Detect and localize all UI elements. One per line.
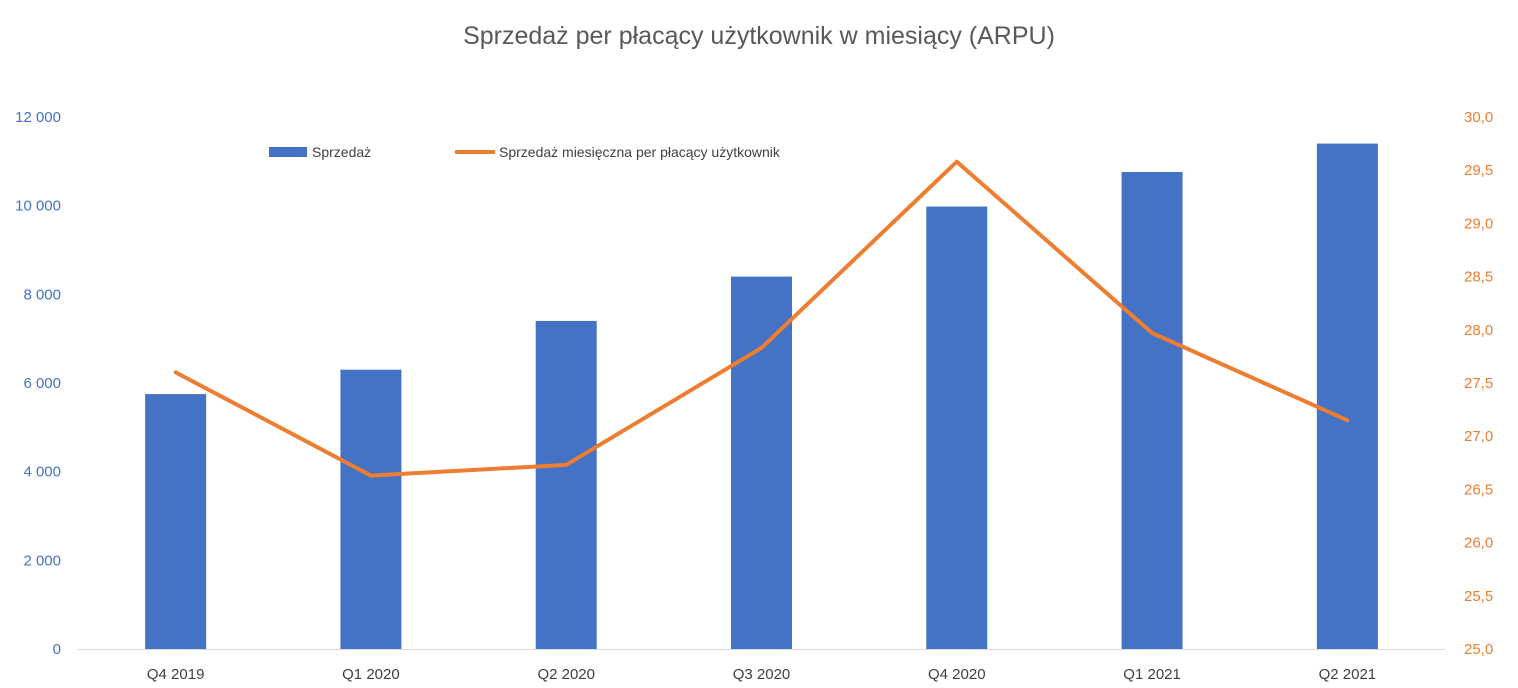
x-axis-tick-label: Q2 2021: [1319, 666, 1377, 683]
x-axis-tick-label: Q1 2020: [342, 666, 400, 683]
bar: [1316, 143, 1378, 649]
right-axis-tick-label: 25,0: [1464, 641, 1493, 658]
bar: [535, 320, 597, 649]
x-axis-tick-label: Q4 2019: [147, 666, 205, 683]
right-axis-tick-label: 29,0: [1464, 215, 1493, 232]
bar: [926, 206, 988, 649]
right-axis-tick-label: 30,0: [1464, 109, 1493, 126]
left-axis-tick-label: 4 000: [23, 464, 61, 481]
legend-line-label: Sprzedaż miesięczna per płacący użytkown…: [499, 144, 781, 160]
bar: [731, 276, 792, 649]
right-axis-tick-label: 25,5: [1464, 588, 1493, 605]
x-axis-tick-label: Q4 2020: [928, 666, 986, 683]
bar: [145, 394, 207, 649]
bar: [340, 369, 402, 649]
left-axis-tick-label: 0: [53, 641, 61, 658]
legend-bar-swatch: [269, 147, 307, 157]
right-axis-tick-label: 26,5: [1464, 481, 1493, 498]
x-axis-tick-label: Q1 2021: [1123, 666, 1181, 683]
left-axis-tick-label: 10 000: [15, 198, 61, 215]
right-axis-tick-label: 28,5: [1464, 269, 1493, 286]
right-axis-tick-label: 29,5: [1464, 162, 1493, 179]
chart-title: Sprzedaż per płacący użytkownik w miesią…: [463, 22, 1055, 50]
bar-series: [145, 143, 1378, 649]
left-axis-tick-label: 6 000: [23, 375, 61, 392]
right-axis-tick-label: 26,0: [1464, 535, 1493, 552]
x-axis-tick-label: Q3 2020: [733, 666, 791, 683]
line-series: [173, 159, 1350, 478]
x-axis-tick-label: Q2 2020: [537, 666, 595, 683]
left-axis-tick-label: 2 000: [23, 552, 61, 569]
right-axis-tick-label: 27,5: [1464, 375, 1493, 392]
legend: Sprzedaż Sprzedaż miesięczna per płacący…: [269, 144, 781, 160]
left-axis-tick-label: 8 000: [23, 286, 61, 303]
legend-bar-label: Sprzedaż: [312, 144, 371, 160]
right-axis: 25,0 25,5 26,0 26,5 27,0 27,5 28,0 28,5 29,0 29,5…: [1464, 109, 1493, 658]
right-axis-tick-label: 28,0: [1464, 322, 1493, 339]
x-axis: Q4 2019 Q1 2020 Q2 2020 Q3 2020 Q4 2020 Q1 20…: [147, 666, 1376, 683]
left-axis-tick-label: 12 000: [15, 109, 61, 126]
left-axis: 0 2 000 4 000 6 000 8 000 10 000 12 000: [15, 109, 61, 658]
right-axis-tick-label: 27,0: [1464, 428, 1493, 445]
bar: [1121, 171, 1183, 649]
